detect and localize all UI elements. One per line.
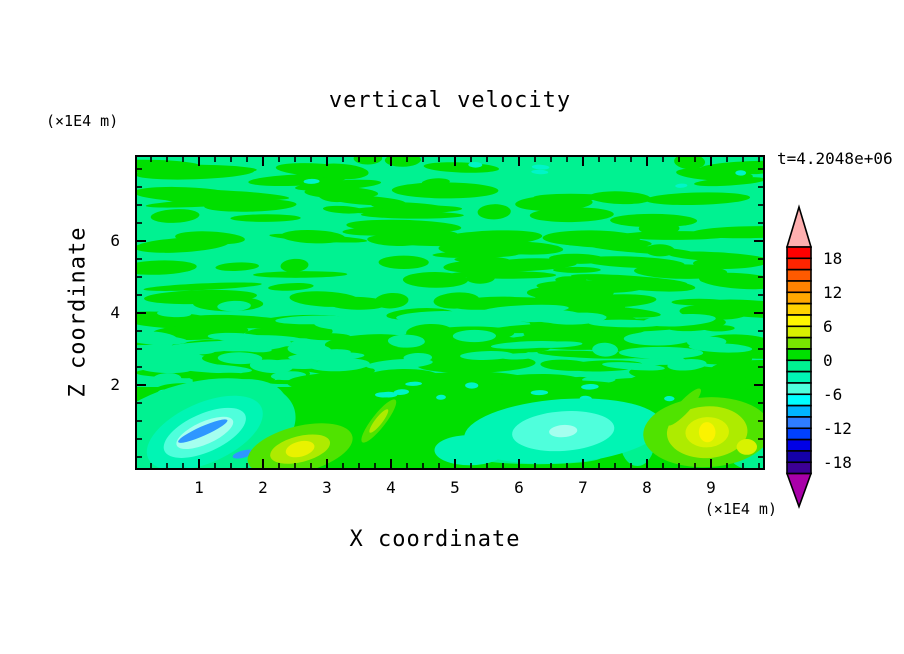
colorbar-segment [786,427,812,441]
colorbar-segment [786,280,812,294]
colorbar-tick-label: -12 [823,419,852,438]
colorbar-segment [786,404,812,418]
x-tick-label: 8 [642,478,652,497]
feature-updraft-streak-2 [667,388,701,426]
feature-downdraft-mid [464,398,663,464]
x-tick-label: 1 [194,478,204,497]
colorbar-segment [786,461,812,475]
colorbar-over-arrow [785,204,813,248]
z-tick-label: 4 [110,303,120,322]
colorbar-tick-label: 6 [823,317,833,336]
colorbar-tick-label: 0 [823,351,833,370]
colorbar-segment [786,336,812,350]
feature-downdraft-left-blue-spot [232,449,254,459]
x-tick-label: 2 [258,478,268,497]
colorbar-under-arrow [785,472,813,509]
feature-downdraft-left-blue-streak [178,419,228,443]
axes-frame [135,155,765,470]
contour-field [135,155,765,470]
time-annotation: t=4.2048e+06 [777,149,893,168]
colorbar-segment [786,302,812,316]
colorbar: 18 12 6 0 -6 -12 -18 [785,204,852,509]
colorbar-segment [786,257,812,271]
colorbar-segment [786,348,812,362]
colorbar-segment [786,325,812,339]
x-axis-unit-label: (×1E4 m) [704,500,777,518]
colorbar-segment [786,450,812,464]
colorbar-segment [786,359,812,373]
z-tick-label: 6 [110,231,120,250]
feature-downdraft-mid-west [434,435,505,466]
z-tick-label: 2 [110,375,120,394]
colorbar-segment [786,416,812,430]
x-tick-label: 6 [514,478,524,497]
x-tick-label: 5 [450,478,460,497]
x-tick-label: 3 [322,478,332,497]
colorbar-segment [786,291,812,305]
feature-updraft-streak-1 [361,399,397,443]
plot-title: vertical velocity [328,88,572,113]
colorbar-segment [786,314,812,328]
colorbar-tick-label: 12 [823,283,842,302]
feature-updraft-2-east-spot [736,439,757,455]
colorbar-tick-label: -6 [823,385,842,404]
x-tick-label: 9 [706,478,716,497]
colorbar-segment [786,370,812,384]
colorbar-segment [786,382,812,396]
colorbar-tick-label: 18 [823,249,842,268]
x-tick-label: 4 [386,478,396,497]
x-tick-label: 7 [578,478,588,497]
colorbar-segment [786,393,812,407]
z-axis-label: Z coordinate [65,226,91,398]
x-axis-label: X coordinate [349,527,521,552]
colorbar-segment [786,438,812,452]
z-axis-unit-label: (×1E4 m) [46,112,119,130]
colorbar-segment [786,246,812,260]
colorbar-segment [786,268,812,282]
field-layers [137,157,763,468]
colorbar-tick-label: -18 [823,453,852,472]
